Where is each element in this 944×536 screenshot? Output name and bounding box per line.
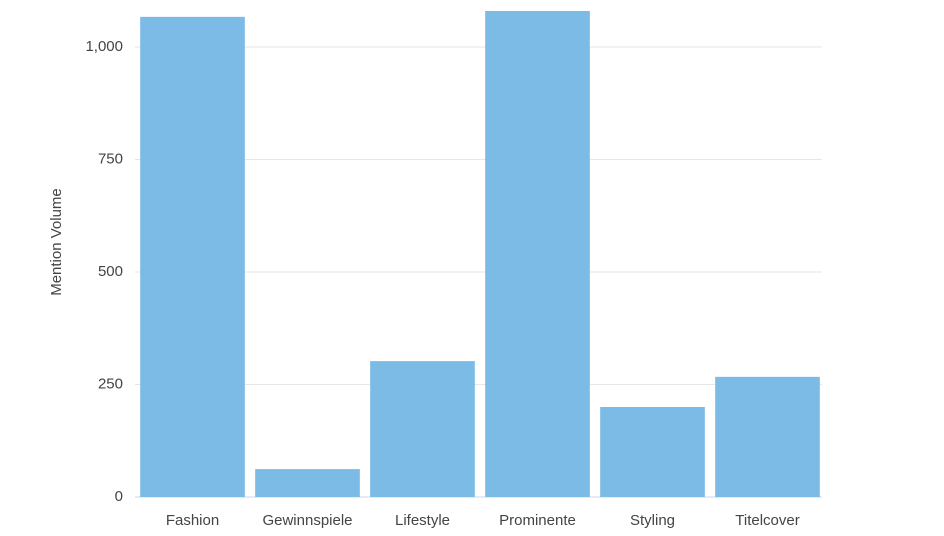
x-tick-label: Prominente: [499, 512, 576, 529]
y-tick-label: 0: [115, 488, 123, 505]
bar: [370, 361, 475, 497]
bar: [485, 11, 590, 497]
bar: [715, 376, 820, 497]
x-tick-label: Titelcover: [735, 512, 799, 529]
y-tick-label: 750: [98, 150, 123, 167]
bar: [600, 407, 705, 497]
x-tick-label: Styling: [630, 512, 675, 529]
y-axis-label: Mention Volume: [48, 188, 65, 296]
x-tick-label: Fashion: [166, 512, 219, 529]
y-tick-label: 1,000: [85, 38, 123, 55]
y-tick-label: 500: [98, 263, 123, 280]
bar: [140, 16, 245, 497]
x-tick-label: Gewinnspiele: [262, 512, 352, 529]
x-tick-label: Lifestyle: [395, 512, 450, 529]
bar: [255, 469, 360, 497]
y-tick-label: 250: [98, 375, 123, 392]
